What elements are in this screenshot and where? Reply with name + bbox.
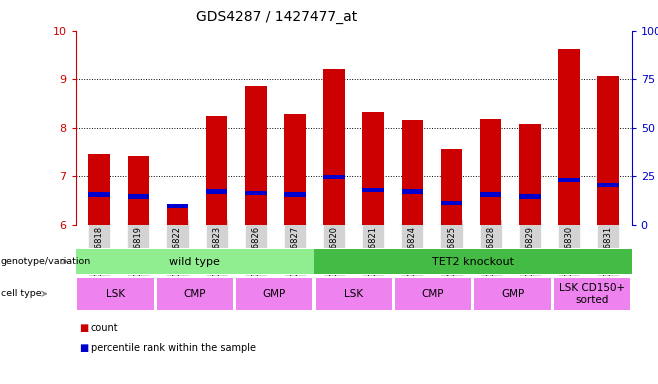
Text: CMP: CMP (422, 289, 444, 299)
Text: TET2 knockout: TET2 knockout (432, 257, 514, 266)
Bar (441, 149, 463, 225)
Bar (519, 194, 541, 199)
Text: cell type: cell type (1, 289, 41, 298)
Text: ■: ■ (79, 323, 88, 333)
Bar (128, 194, 149, 199)
Bar (323, 68, 345, 225)
Bar (245, 86, 266, 225)
Text: CMP: CMP (184, 289, 206, 299)
Bar (363, 187, 384, 192)
Bar (245, 191, 266, 195)
Bar (474, 278, 551, 310)
Bar (558, 178, 580, 182)
Text: wild type: wild type (169, 257, 220, 266)
Text: GMP: GMP (263, 289, 286, 299)
Bar (284, 114, 306, 225)
Text: count: count (91, 323, 118, 333)
Bar (323, 175, 345, 179)
Text: percentile rank within the sample: percentile rank within the sample (91, 343, 256, 353)
Bar (314, 250, 632, 273)
Bar (166, 204, 188, 209)
Bar (395, 278, 471, 310)
Bar (157, 278, 233, 310)
Bar (166, 206, 188, 225)
Bar (597, 183, 619, 187)
Bar (597, 76, 619, 225)
Text: LSK: LSK (344, 289, 363, 299)
Bar (128, 156, 149, 225)
Bar (236, 278, 313, 310)
Bar (519, 124, 541, 225)
Bar (284, 192, 306, 197)
Bar (316, 278, 392, 310)
Text: LSK: LSK (106, 289, 125, 299)
Bar (206, 116, 228, 225)
Bar (401, 189, 423, 194)
Text: genotype/variation: genotype/variation (1, 257, 91, 266)
Bar (401, 121, 423, 225)
Bar (77, 278, 153, 310)
Bar (363, 112, 384, 225)
Bar (554, 278, 630, 310)
Bar (441, 201, 463, 205)
Bar (88, 192, 110, 197)
Bar (480, 192, 501, 197)
Bar (558, 49, 580, 225)
Bar (88, 154, 110, 225)
Bar (480, 119, 501, 225)
Bar (76, 250, 314, 273)
Bar (206, 189, 228, 194)
Text: LSK CD150+
sorted: LSK CD150+ sorted (559, 283, 625, 305)
Text: GDS4287 / 1427477_at: GDS4287 / 1427477_at (195, 10, 357, 23)
Text: ■: ■ (79, 343, 88, 353)
Text: GMP: GMP (501, 289, 524, 299)
